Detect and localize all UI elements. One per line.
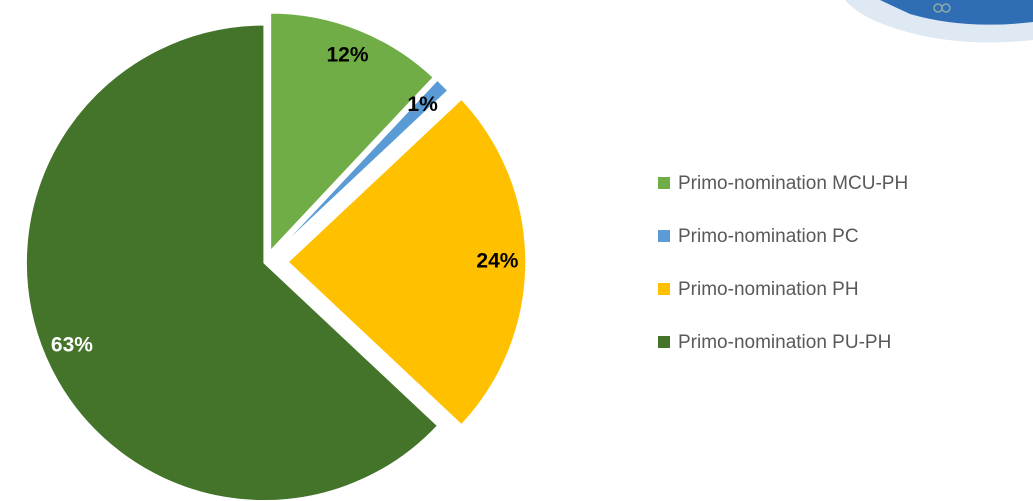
corner-decoration: [845, 0, 1033, 43]
legend-label: Primo-nomination PH: [678, 279, 859, 300]
legend-label: Primo-nomination PU-PH: [678, 332, 891, 353]
legend-swatch: [658, 283, 670, 295]
pie: 12% 1% 24% 63%: [25, 12, 527, 501]
legend-swatch: [658, 336, 670, 348]
legend: Primo-nomination MCU-PH Primo-nomination …: [658, 173, 908, 353]
pie-slice: [286, 98, 527, 426]
pie-slice: [269, 12, 435, 253]
pie-slice: [25, 24, 439, 501]
data-label: 24%: [476, 250, 518, 273]
legend-label: Primo-nomination MCU-PH: [678, 173, 908, 194]
data-label: 1%: [407, 93, 438, 116]
legend-swatch: [658, 230, 670, 242]
data-label: 63%: [51, 334, 93, 357]
legend-label: Primo-nomination PC: [678, 226, 859, 247]
pie-slice: [273, 78, 450, 255]
data-label: 12%: [327, 44, 369, 67]
legend-swatch: [658, 177, 670, 189]
